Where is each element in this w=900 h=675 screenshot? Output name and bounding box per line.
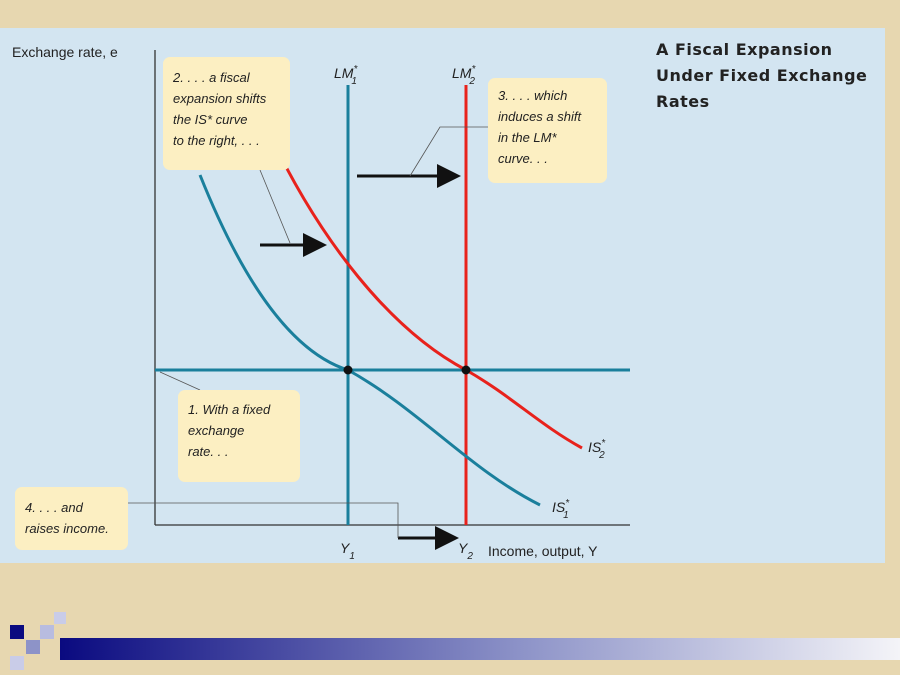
label-sub: 2 (468, 76, 475, 87)
annotation-line: in the LM* (498, 130, 557, 145)
annotations: 1. With a fixed exchange rate. . . 2. . . .… (25, 70, 582, 536)
decor-square (54, 612, 66, 624)
label-sub: 2 (466, 551, 473, 562)
annotation-line: the IS* curve (173, 112, 247, 127)
annotation-line: induces a shift (498, 109, 582, 124)
y-axis-label: Exchange rate, e (12, 44, 118, 60)
curve-label: Y1 (340, 540, 355, 562)
label-base: LM (452, 65, 472, 81)
label-base: Y (340, 540, 351, 556)
label-sub: 1 (563, 510, 569, 521)
label-sup: * (601, 438, 606, 449)
label-sub: 1 (351, 76, 357, 87)
annotation-line: exchange (188, 423, 244, 438)
label-base: LM (334, 65, 354, 81)
curve-label: LM* 2 (452, 64, 476, 87)
annotation-line: 4. . . . and (25, 500, 84, 515)
annotation-line: 1. With a fixed (188, 402, 271, 417)
label-sup: * (471, 64, 476, 75)
decor-square (26, 640, 40, 654)
curve-label: IS* 2 (588, 438, 606, 461)
title-line: Under Fixed Exchange (656, 66, 867, 85)
curve-label: LM* 1 (334, 64, 358, 87)
annotation-box (178, 390, 300, 482)
figure-panel (0, 28, 885, 563)
label-sup: * (565, 498, 570, 509)
is2-curve (268, 134, 583, 450)
title: A Fiscal Expansion Under Fixed Exchange Ra… (656, 40, 867, 111)
annotation-line: raises income. (25, 521, 109, 536)
leader-line (259, 169, 291, 244)
curve-label: Y2 (458, 540, 473, 562)
curve-label: IS* 1 (552, 498, 570, 521)
leader-line (409, 126, 488, 177)
annotation-line: 3. . . . which (498, 88, 567, 103)
label-sup: * (353, 64, 358, 75)
leader-line (159, 371, 201, 391)
label-base: Y (458, 540, 469, 556)
equilibrium-point (461, 365, 471, 375)
equilibrium-point (343, 365, 353, 375)
x-axis-label: Income, output, Y (488, 543, 598, 559)
decor-square (40, 625, 54, 639)
annotation-line: 2. . . . a fiscal (172, 70, 251, 85)
label-base: IS (588, 439, 602, 455)
annotation-line: rate. . . (188, 444, 228, 459)
label-sub: 2 (598, 450, 605, 461)
annotation-line: expansion shifts (173, 91, 267, 106)
decor-square (10, 625, 24, 639)
annotation-line: curve. . . (498, 151, 548, 166)
label-base: IS (552, 499, 566, 515)
annotation-box (163, 57, 290, 170)
title-line: A Fiscal Expansion (656, 40, 833, 59)
decor-square (10, 656, 24, 670)
title-line: Rates (656, 92, 710, 111)
label-sub: 1 (349, 551, 355, 562)
decor-bar (60, 638, 900, 660)
annotation-box (15, 487, 128, 550)
leader-line (128, 502, 399, 538)
annotation-line: to the right, . . . (173, 133, 260, 148)
annotation-box (488, 78, 607, 183)
